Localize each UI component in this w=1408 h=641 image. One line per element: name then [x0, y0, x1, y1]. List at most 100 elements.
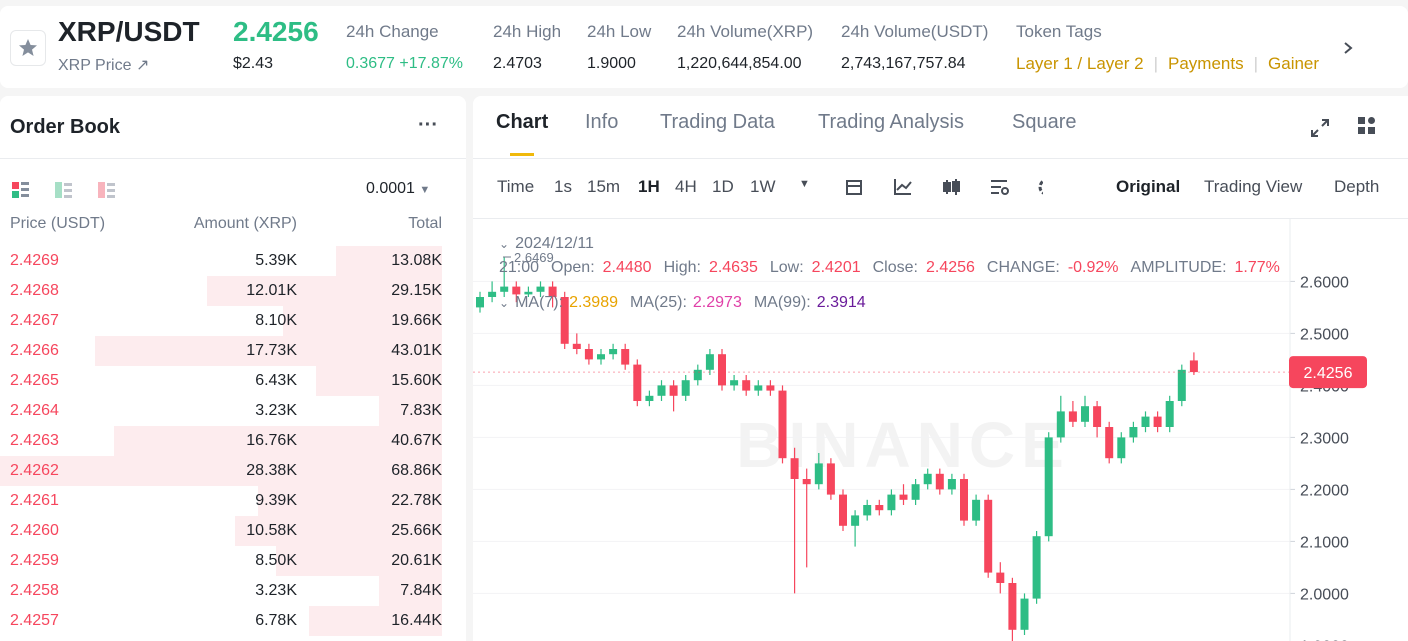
- candle-body: [500, 286, 509, 292]
- y-tick-label: 2.6000: [1300, 274, 1349, 291]
- info-label: AMPLITUDE:: [1130, 259, 1227, 276]
- interval[interactable]: 1H: [638, 177, 660, 196]
- candle-body: [960, 479, 968, 521]
- tab[interactable]: Info: [585, 111, 619, 133]
- candle-body: [718, 354, 726, 386]
- ask-amount: 6.78K: [255, 612, 297, 629]
- info-label: Close:: [872, 259, 918, 276]
- ask-amount: 8.50K: [255, 552, 297, 569]
- ask-amount: 10.58K: [246, 522, 297, 539]
- candle-body: [1008, 583, 1017, 630]
- ask-price[interactable]: 2.4266: [10, 342, 59, 359]
- ask-price[interactable]: 2.4268: [10, 282, 59, 299]
- ask-amount: 12.01K: [246, 282, 297, 299]
- ask-total: 19.66K: [391, 312, 442, 329]
- interval[interactable]: 1W: [750, 177, 776, 196]
- depth-bar: [0, 456, 442, 486]
- interval[interactable]: 15m: [587, 177, 621, 196]
- ask-price[interactable]: 2.4258: [10, 582, 59, 599]
- ask-amount: 28.38K: [246, 462, 297, 479]
- candle-body: [669, 385, 678, 396]
- y-tick-label: 1.9000: [1300, 638, 1349, 641]
- info-value: 2.4480: [602, 259, 652, 276]
- ask-price[interactable]: 2.4261: [10, 492, 59, 509]
- candle-body: [560, 297, 569, 344]
- stat-label: 24h Volume(USDT): [841, 22, 989, 41]
- candle-body: [814, 463, 823, 485]
- divider: [473, 218, 1408, 219]
- ask-price[interactable]: 2.4263: [10, 432, 59, 449]
- tab[interactable]: Square: [1012, 111, 1077, 133]
- candle-body: [1105, 427, 1114, 459]
- candle-body: [657, 385, 666, 396]
- candle-body: [899, 494, 908, 500]
- depth-bar: [235, 516, 442, 546]
- header: XRP/USDT XRP Price ↗ 2.4256 $2.43 24h Ch…: [0, 6, 1408, 88]
- ask-total: 29.15K: [391, 282, 442, 299]
- tags-label: Token Tags: [1016, 22, 1102, 41]
- candle-body: [621, 349, 630, 365]
- ask-price[interactable]: 2.4259: [10, 552, 59, 569]
- tab[interactable]: Trading Data: [660, 111, 775, 133]
- ask-price[interactable]: 2.4265: [10, 372, 59, 389]
- candle-body: [1032, 536, 1041, 599]
- candle-body: [875, 505, 884, 511]
- token-tag[interactable]: Gainer: [1268, 54, 1320, 73]
- candle-body: [863, 505, 872, 516]
- candle-body: [609, 349, 618, 355]
- fullscreen-button[interactable]: [1308, 116, 1332, 140]
- ask-price[interactable]: 2.4260: [10, 522, 59, 539]
- view-option[interactable]: Original: [1116, 177, 1181, 196]
- candle-body: [693, 369, 702, 381]
- token-tag[interactable]: Layer 1 / Layer 2: [1016, 54, 1144, 73]
- current-price: 2.4256: [1304, 365, 1353, 382]
- price-link[interactable]: XRP Price ↗: [58, 57, 150, 74]
- interval: Time: [497, 177, 535, 196]
- precision-select[interactable]: 0.0001 ▼: [366, 180, 431, 197]
- ask-price[interactable]: 2.4269: [10, 252, 59, 269]
- stat-label: 24h Volume(XRP): [677, 22, 814, 41]
- candle-body: [536, 286, 545, 292]
- interval[interactable]: 1D: [712, 177, 734, 196]
- view-option[interactable]: Trading View: [1204, 177, 1303, 196]
- view-toggles[interactable]: [12, 180, 122, 200]
- collapse-toggle[interactable]: ⌄: [499, 296, 510, 310]
- candle-body: [851, 515, 860, 526]
- col-price: Price (USDT): [10, 215, 106, 232]
- view-option[interactable]: Depth: [1334, 177, 1380, 196]
- layout-button[interactable]: [1355, 114, 1379, 138]
- interval[interactable]: 1s: [554, 177, 572, 196]
- scroll-right[interactable]: [1340, 40, 1356, 56]
- interval[interactable]: 4H: [675, 177, 697, 196]
- candle-body: [548, 286, 557, 297]
- token-tag[interactable]: Payments: [1168, 54, 1244, 73]
- tab[interactable]: Trading Analysis: [818, 111, 964, 133]
- ask-amount: 17.73K: [246, 342, 297, 359]
- tab[interactable]: Chart: [496, 111, 549, 133]
- depth-bar: [309, 606, 442, 636]
- ask-price[interactable]: 2.4262: [10, 462, 59, 479]
- tag-separator: |: [1253, 54, 1259, 73]
- ask-price[interactable]: 2.4257: [10, 612, 59, 629]
- divider: [473, 158, 1408, 159]
- candle-body: [476, 297, 484, 308]
- ask-price[interactable]: 2.4267: [10, 312, 59, 329]
- interval-dropdown[interactable]: ▼: [799, 178, 810, 190]
- candle-body: [1153, 416, 1162, 427]
- y-tick-label: 2.3000: [1300, 430, 1349, 447]
- ask-price[interactable]: 2.4264: [10, 402, 59, 419]
- candle-body: [826, 463, 835, 495]
- favorite-button[interactable]: [10, 30, 46, 66]
- chart-panel: Chart Info Trading Data Trading Analysis Squ…: [473, 96, 1408, 641]
- more-button[interactable]: ···: [418, 114, 438, 136]
- candle-body: [705, 354, 714, 370]
- stat-value: 2,743,167,757.84: [841, 55, 966, 72]
- collapse-toggle[interactable]: ⌄: [499, 237, 510, 251]
- info-value: 1.77%: [1234, 259, 1280, 276]
- y-tick-label: 2.1000: [1300, 534, 1349, 551]
- chart-tools[interactable]: [843, 176, 1043, 198]
- info-value: 2.4256: [925, 259, 975, 276]
- info-value: 2.4635: [708, 259, 758, 276]
- candle-body: [1165, 401, 1174, 427]
